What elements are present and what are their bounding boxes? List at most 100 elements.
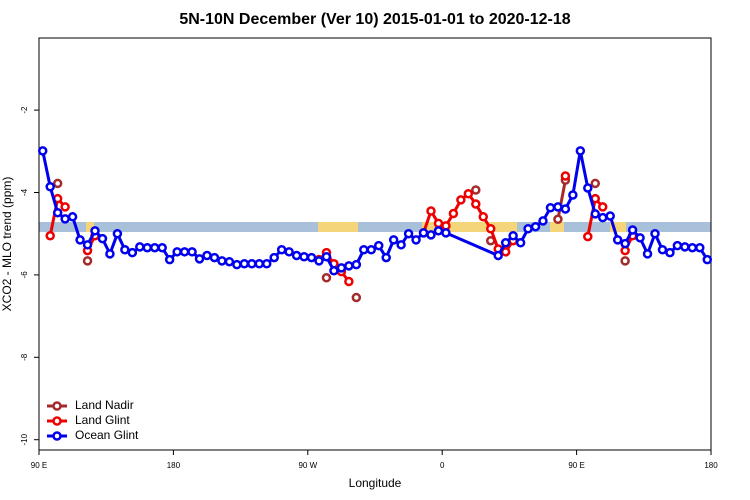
data-point	[112, 228, 123, 239]
data-point	[284, 247, 294, 257]
data-point	[336, 263, 347, 273]
land-strip	[550, 222, 564, 232]
data-point	[75, 235, 85, 245]
data-point	[157, 242, 167, 253]
series-line	[41, 150, 709, 273]
data-point	[590, 178, 601, 189]
data-point	[209, 252, 220, 263]
y-tick-label: -10	[20, 433, 29, 445]
data-point	[426, 206, 436, 216]
data-point	[120, 245, 130, 255]
legend-label: Land Glint	[75, 413, 130, 427]
land-strip	[610, 222, 626, 232]
data-point	[433, 226, 444, 236]
data-point	[553, 202, 563, 212]
data-point	[291, 250, 302, 261]
data-point	[366, 245, 377, 255]
data-point	[620, 256, 630, 266]
data-point	[471, 199, 481, 209]
data-point	[52, 178, 63, 189]
data-point	[702, 254, 713, 265]
data-point	[665, 247, 675, 258]
data-point	[478, 212, 489, 222]
legend-label: Land Nadir	[75, 398, 134, 412]
x-tick-label: 180	[704, 461, 718, 470]
data-point	[60, 214, 70, 224]
data-point	[575, 146, 586, 156]
legend-marker	[52, 416, 62, 426]
land-strip	[318, 222, 358, 232]
data-point	[515, 238, 526, 248]
data-point	[620, 238, 630, 249]
x-tick-label: 90 W	[298, 461, 317, 470]
data-point	[127, 247, 138, 258]
x-tick-label: 180	[167, 461, 181, 470]
y-tick-label: -6	[20, 271, 29, 279]
data-point	[90, 226, 100, 236]
legend-marker	[52, 401, 62, 411]
data-point	[351, 292, 362, 303]
legend-label: Ocean Glint	[75, 428, 139, 442]
data-point	[321, 252, 332, 262]
data-point	[37, 146, 48, 156]
data-point	[306, 252, 317, 263]
data-point	[187, 247, 197, 257]
data-point	[45, 181, 55, 192]
data-point	[224, 256, 235, 267]
data-point	[388, 235, 399, 245]
data-point	[433, 218, 444, 229]
land-strip	[86, 222, 94, 232]
data-point	[172, 247, 182, 257]
x-axis-label: Longitude	[349, 476, 402, 490]
y-tick-label: -4	[20, 188, 29, 196]
data-point	[441, 228, 451, 238]
data-point	[82, 256, 93, 266]
data-point	[583, 183, 593, 193]
data-point	[82, 240, 93, 250]
data-point	[500, 238, 511, 248]
y-tick-label: -2	[20, 106, 29, 114]
data-point	[485, 224, 496, 234]
data-point	[149, 242, 160, 253]
data-point	[471, 185, 481, 195]
y-tick-label: -8	[20, 353, 29, 361]
data-point	[553, 214, 563, 225]
plot-frame	[38, 37, 712, 451]
data-point	[396, 240, 406, 250]
data-point	[583, 231, 593, 242]
data-point	[261, 259, 272, 269]
data-point	[135, 242, 145, 252]
data-point	[239, 259, 250, 269]
data-point	[448, 208, 459, 219]
data-point	[635, 233, 645, 243]
chart-title: 5N-10N December (Ver 10) 2015-01-01 to 2…	[179, 11, 570, 28]
map-band	[39, 222, 711, 232]
data-point	[560, 171, 571, 181]
data-point	[344, 261, 354, 271]
data-point	[590, 209, 601, 219]
ocean-band	[39, 222, 711, 232]
data-point	[650, 228, 660, 239]
data-point	[60, 202, 70, 212]
data-point	[672, 240, 683, 251]
data-point	[695, 242, 705, 253]
data-point	[321, 273, 332, 283]
data-point	[351, 259, 362, 270]
data-point	[276, 245, 287, 255]
data-point	[381, 252, 391, 263]
data-point	[232, 259, 242, 270]
data-point	[500, 247, 511, 257]
data-point	[164, 254, 175, 265]
data-point	[45, 231, 55, 241]
data-point	[687, 242, 698, 253]
data-point	[560, 204, 571, 214]
data-point	[299, 252, 309, 262]
data-point	[373, 240, 384, 251]
x-tick-label: 0	[440, 461, 445, 470]
data-point	[456, 195, 466, 205]
data-point	[105, 249, 115, 259]
data-point	[418, 228, 429, 238]
data-point	[202, 250, 212, 261]
data-point	[254, 259, 265, 269]
